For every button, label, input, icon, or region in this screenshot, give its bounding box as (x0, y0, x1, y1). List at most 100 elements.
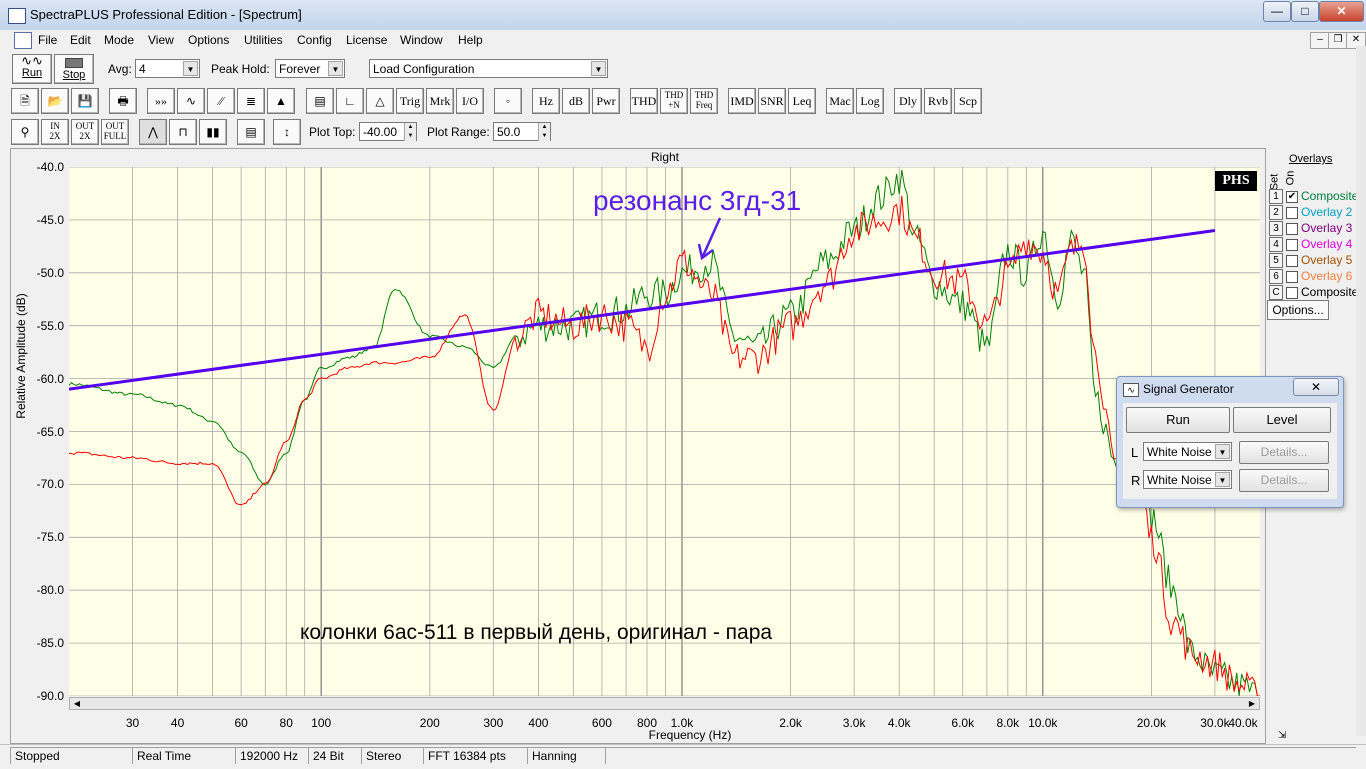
menu-mode[interactable]: Mode (104, 33, 135, 47)
save-icon[interactable]: 💾 (71, 88, 99, 114)
menu-view[interactable]: View (148, 33, 174, 47)
snr-button[interactable]: SNR (758, 88, 786, 114)
imd-button[interactable]: IMD (728, 88, 756, 114)
menu-utilities[interactable]: Utilities (244, 33, 283, 47)
menu-license[interactable]: License (346, 33, 388, 47)
spinner-icon[interactable]: ▲ ▼ (404, 123, 416, 141)
scp-button[interactable]: Scp (954, 88, 982, 114)
display-settings-icon[interactable]: ▤ (306, 88, 334, 114)
status-empty (605, 747, 1356, 764)
overlay-options-button[interactable]: Options... (1267, 300, 1329, 320)
overlay-checkbox[interactable]: ✔ (1286, 191, 1298, 203)
spinner-icon[interactable]: ▲ ▼ (538, 123, 550, 141)
pwr-button[interactable]: Pwr (592, 88, 620, 114)
left-waveform-select[interactable]: White Noise ▼ (1143, 442, 1232, 461)
right-details-button[interactable]: Details... (1239, 469, 1329, 492)
fast-forward-icon[interactable]: »» (147, 88, 175, 114)
scroll-left-icon[interactable]: ◀ (73, 699, 81, 708)
spectrum-plot[interactable] (69, 167, 1260, 696)
scale-icon[interactable]: ↕ (273, 119, 301, 145)
maximize-button[interactable]: □ (1291, 1, 1319, 22)
rvb-button[interactable]: Rvb (924, 88, 952, 114)
io-button[interactable]: I/O (456, 88, 484, 114)
mdi-minimize-button[interactable]: – (1310, 32, 1330, 49)
spectrogram-icon[interactable]: ≣ (237, 88, 265, 114)
run-button[interactable]: ∿∿ Run (12, 54, 52, 84)
thd-button[interactable]: THD (630, 88, 658, 114)
thd-freq-button[interactable]: THD Freq (690, 88, 718, 114)
chart-title: Right (650, 150, 679, 164)
overlay-set-button[interactable]: 5 (1269, 253, 1283, 268)
waveform-icon[interactable]: ∿ (177, 88, 205, 114)
overlay-checkbox[interactable] (1286, 287, 1298, 299)
menu-options[interactable]: Options (188, 33, 230, 47)
peak-hold-select[interactable]: Forever ▼ (275, 59, 345, 78)
calibration-icon[interactable]: △ (366, 88, 394, 114)
status-sample-rate: 192000 Hz (235, 747, 308, 764)
overlay-set-button[interactable]: 3 (1269, 221, 1283, 236)
avg-select[interactable]: 4 ▼ (135, 59, 200, 78)
document-icon[interactable] (14, 32, 32, 49)
menu-config[interactable]: Config (297, 33, 332, 47)
leq-button[interactable]: Leq (788, 88, 816, 114)
generator-level-button[interactable]: Level (1233, 407, 1331, 433)
minimize-button[interactable]: — (1263, 1, 1291, 22)
x-tick-label: 300 (483, 716, 504, 730)
line-plot-icon[interactable]: ⋀ (139, 119, 167, 145)
open-folder-icon[interactable]: 📂 (41, 88, 69, 114)
bar-plot-icon[interactable]: ▮▮ (199, 119, 227, 145)
overlay-checkbox[interactable] (1286, 207, 1298, 219)
overlay-checkbox[interactable] (1286, 223, 1298, 235)
3d-surface-icon[interactable]: ▲ (267, 88, 295, 114)
dly-button[interactable]: Dly (894, 88, 922, 114)
plot-range-input[interactable]: 50.0 ▲ ▼ (493, 122, 551, 141)
zoom-in-2x-icon[interactable]: IN 2X (41, 119, 69, 145)
new-file-icon[interactable]: 🗎 (11, 88, 39, 114)
trig-button[interactable]: Trig (396, 88, 424, 114)
menu-file[interactable]: File (38, 33, 58, 47)
overlay-checkbox[interactable] (1286, 239, 1298, 251)
mac-button[interactable]: Mac (826, 88, 854, 114)
overlay-set-button[interactable]: C (1269, 285, 1283, 300)
thd-n-button[interactable]: THD +N (660, 88, 688, 114)
right-waveform-select[interactable]: White Noise ▼ (1143, 470, 1232, 489)
hz-button[interactable]: Hz (532, 88, 560, 114)
horizontal-scrollbar[interactable]: ◀ ▶ (69, 697, 1260, 710)
mrk-button[interactable]: Mrk (426, 88, 454, 114)
step-plot-icon[interactable]: ⊓ (169, 119, 197, 145)
configuration-select[interactable]: Load Configuration ▼ (369, 59, 608, 78)
signal-generator-close-button[interactable]: ✕ (1293, 378, 1339, 396)
mdi-restore-button[interactable]: ❐ (1328, 32, 1348, 49)
print-icon[interactable]: 🖶 (109, 88, 137, 114)
plot-top-input[interactable]: -40.00 ▲ ▼ (359, 122, 417, 141)
overlay-set-button[interactable]: 6 (1269, 269, 1283, 284)
overlay-set-button[interactable]: 4 (1269, 237, 1283, 252)
close-button[interactable]: ✕ (1319, 1, 1364, 22)
stop-button[interactable]: Stop (54, 54, 94, 84)
menu-window[interactable]: Window (400, 33, 443, 47)
x-tick-label: 800 (637, 716, 658, 730)
menu-help[interactable]: Help (458, 33, 483, 47)
zoom-out-2x-icon[interactable]: OUT 2X (71, 119, 99, 145)
octave-icon[interactable]: ▤ (237, 119, 265, 145)
signal-generator-icon[interactable]: ◦ (494, 88, 522, 114)
menu-bar: File Edit Mode View Options Utilities Co… (0, 30, 1366, 50)
overlay-checkbox[interactable] (1286, 255, 1298, 267)
log-button[interactable]: Log (856, 88, 884, 114)
y-tick-label: -75.0 (36, 530, 64, 545)
scroll-right-icon[interactable]: ▶ (1248, 699, 1256, 708)
zoom-out-full-icon[interactable]: OUT FULL (101, 119, 129, 145)
resize-grip-icon[interactable]: ⇲ (1278, 730, 1287, 741)
db-button[interactable]: dB (562, 88, 590, 114)
overlay-set-button[interactable]: 2 (1269, 205, 1283, 220)
generator-run-button[interactable]: Run (1126, 407, 1230, 433)
axis-icon[interactable]: ∟ (336, 88, 364, 114)
left-details-button[interactable]: Details... (1239, 441, 1329, 464)
vertical-scrollbar[interactable] (1356, 46, 1366, 736)
zoom-icon[interactable]: ⚲ (11, 119, 39, 145)
menu-edit[interactable]: Edit (70, 33, 91, 47)
overlay-set-button[interactable]: 1 (1269, 189, 1283, 204)
overlay-checkbox[interactable] (1286, 271, 1298, 283)
peak-hold-value: Forever (279, 62, 321, 76)
ramp-icon[interactable]: ∕∕ (207, 88, 235, 114)
